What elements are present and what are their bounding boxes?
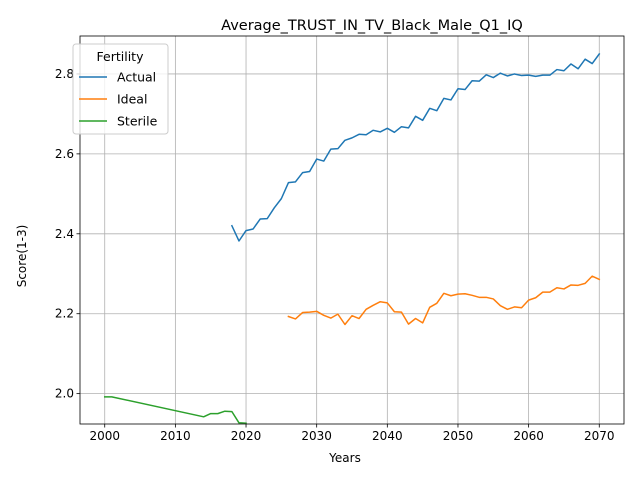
x-tick-label: 2040 bbox=[372, 429, 403, 443]
legend: Fertility Actual Ideal Sterile bbox=[72, 43, 169, 135]
x-tick-label: 2020 bbox=[231, 429, 262, 443]
legend-title: Fertility bbox=[97, 49, 145, 64]
y-tick-label: 2.2 bbox=[55, 307, 74, 321]
axis-ticks: 2000 2010 2020 2030 2040 2050 2060 2070 2.0 2.2 2.… bbox=[55, 67, 615, 443]
y-axis-label: Score(1-3) bbox=[15, 225, 29, 288]
series-line-sterile bbox=[103, 396, 247, 424]
y-tick-label: 2.0 bbox=[55, 387, 74, 401]
x-tick-label: 2070 bbox=[584, 429, 615, 443]
legend-label-ideal: Ideal bbox=[117, 92, 147, 107]
series-line-ideal bbox=[287, 275, 601, 326]
legend-label-sterile: Sterile bbox=[117, 114, 158, 129]
y-tick-label: 2.6 bbox=[55, 147, 74, 161]
plot-frame bbox=[79, 35, 625, 425]
chart-title: Average_TRUST_IN_TV_Black_Male_Q1_IQ bbox=[221, 18, 523, 34]
x-tick-label: 2060 bbox=[513, 429, 544, 443]
x-tick-label: 2050 bbox=[443, 429, 474, 443]
y-tick-label: 2.4 bbox=[55, 227, 74, 241]
series-line-actual bbox=[230, 52, 601, 242]
legend-label-actual: Actual bbox=[117, 70, 156, 85]
plot-lines bbox=[103, 52, 601, 424]
y-tick-label: 2.8 bbox=[55, 67, 74, 81]
x-tick-label: 2010 bbox=[160, 429, 191, 443]
x-tick-label: 2030 bbox=[301, 429, 332, 443]
x-axis-label: Years bbox=[328, 451, 361, 465]
legend-box bbox=[72, 43, 169, 135]
x-tick-label: 2000 bbox=[89, 429, 120, 443]
